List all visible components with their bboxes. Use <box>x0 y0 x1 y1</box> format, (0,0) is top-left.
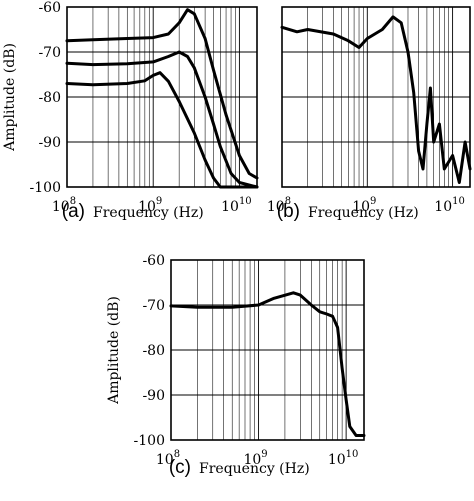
series-line-3 <box>65 71 259 189</box>
x-tick-label: 108 <box>52 196 76 215</box>
series-line-2 <box>65 50 259 189</box>
plot-frame <box>281 6 471 188</box>
x-tick-label: 109 <box>352 196 376 215</box>
x-tick-label: 109 <box>138 196 162 215</box>
series-line-1 <box>65 8 259 180</box>
y-tick-label: -70 <box>142 298 165 314</box>
x-axis-label: Frequency (Hz) <box>93 205 204 221</box>
y-axis-label: Amplitude (dB) <box>106 296 122 405</box>
y-tick-label: -60 <box>142 253 165 269</box>
x-tick-label: 1010 <box>434 196 465 215</box>
series-line-1 <box>280 15 472 184</box>
y-tick-label: -100 <box>30 180 61 196</box>
y-tick-label: -80 <box>38 90 61 106</box>
panel-label: (a) <box>62 201 85 222</box>
x-axis-label: Frequency (Hz) <box>308 205 419 221</box>
plot-frame <box>66 6 258 188</box>
series-line-1 <box>169 291 366 437</box>
y-tick-label: -100 <box>134 433 165 449</box>
y-tick-label: -60 <box>38 0 61 16</box>
y-tick-label: -70 <box>38 45 61 61</box>
x-tick-label: 109 <box>243 449 267 468</box>
x-tick-label: 1010 <box>328 449 359 468</box>
panel-label: (c) <box>169 457 191 478</box>
plot-frame <box>170 259 365 441</box>
y-tick-label: -90 <box>142 388 165 404</box>
y-tick-label: -80 <box>142 343 165 359</box>
panel-label: (b) <box>277 201 300 222</box>
y-tick-label: -90 <box>38 135 61 151</box>
x-tick-label: 1010 <box>221 196 252 215</box>
x-tick-label: 108 <box>267 196 291 215</box>
x-tick-label: 108 <box>156 449 180 468</box>
chart-panel-2: 108 109 1010 (b) Frequency (Hz) <box>267 6 472 222</box>
y-axis-label: Amplitude (dB) <box>2 43 18 152</box>
x-axis-label: Frequency (Hz) <box>199 461 310 477</box>
